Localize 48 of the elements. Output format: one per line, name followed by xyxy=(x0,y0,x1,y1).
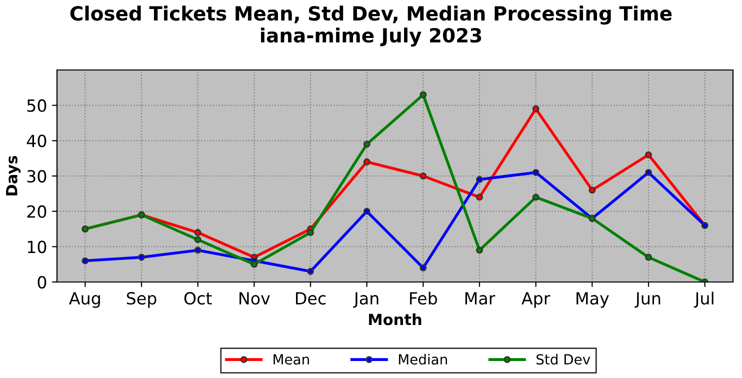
point xyxy=(138,254,145,261)
point xyxy=(363,140,370,148)
x-tick-label: May xyxy=(576,292,609,308)
point xyxy=(476,194,483,201)
x-tick-label: Nov xyxy=(240,292,270,305)
point xyxy=(420,264,427,272)
x-tick-label: Jun xyxy=(634,292,660,308)
point xyxy=(645,151,652,158)
point xyxy=(194,236,202,244)
point xyxy=(476,176,483,184)
x-tick-label: Dec xyxy=(296,292,326,305)
point xyxy=(645,254,652,261)
point xyxy=(420,91,427,98)
point xyxy=(363,158,370,166)
x-tick-label: Mar xyxy=(465,292,496,305)
legend-label: Std Dev xyxy=(536,354,590,365)
point xyxy=(194,246,202,254)
point xyxy=(532,194,540,201)
y-tick-label: 40 xyxy=(26,134,46,148)
point xyxy=(307,229,314,236)
y-tick-label: 30 xyxy=(27,170,46,183)
y-tick-label: 50 xyxy=(27,99,46,112)
point xyxy=(645,168,652,176)
y-tick-label: 10 xyxy=(28,240,46,254)
y-tick-label: 0 xyxy=(38,276,46,289)
point xyxy=(588,186,596,194)
point xyxy=(476,246,483,254)
y-tick-label: 20 xyxy=(27,205,46,218)
legend-label: Median xyxy=(398,354,447,365)
point xyxy=(420,172,427,180)
point xyxy=(82,257,89,264)
x-tick-label: Aug xyxy=(69,292,100,308)
point xyxy=(532,105,540,112)
x-tick-label: Oct xyxy=(184,292,212,305)
legend-label: Mean xyxy=(274,354,309,365)
x-tick-label: Sep xyxy=(126,292,156,308)
point xyxy=(250,260,258,268)
x-tick-label: Feb xyxy=(410,292,438,305)
point xyxy=(194,229,202,236)
x-tick-label: Jan xyxy=(353,292,378,308)
point xyxy=(532,168,540,176)
point xyxy=(307,268,314,275)
y-axis-title: Days xyxy=(6,156,21,196)
x-axis-title: Month xyxy=(369,313,422,326)
x-tick-label: Apr xyxy=(522,292,550,308)
point xyxy=(363,208,370,215)
x-tick-label: Jul xyxy=(694,292,714,308)
chart-title: Closed Tickets Mean, Std Dev, Median Processing Time iana-mime July 2023 xyxy=(70,6,672,47)
